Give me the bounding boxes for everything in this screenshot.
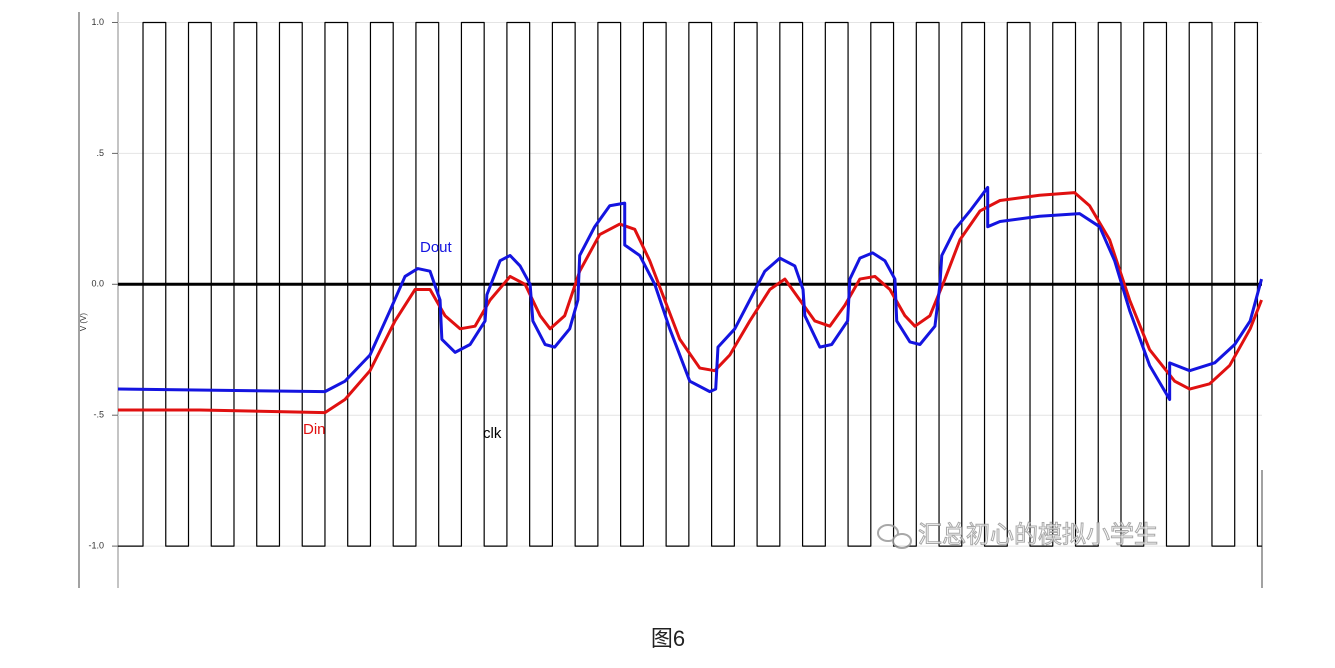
watermark-icon: [892, 533, 912, 549]
y-tick-label: -1.0: [88, 540, 104, 550]
watermark: 汇总初心的模拟小学生: [877, 521, 1159, 549]
series-line: [117, 185, 1263, 401]
series-label: Dout: [420, 239, 453, 256]
caption: 图6: [651, 626, 685, 651]
watermark-icon: [877, 524, 899, 542]
y-tick-label: 1.0: [91, 17, 104, 27]
y-axis-label: V (V): [79, 313, 88, 332]
watermark-text: 汇总初心的模拟小学生: [918, 521, 1158, 548]
series-line: [118, 21, 1262, 547]
y-tick-label: 0.0: [91, 279, 104, 289]
series-label: clk: [483, 425, 502, 442]
series-label: Din: [303, 421, 326, 438]
y-tick-label: -.5: [93, 410, 104, 420]
series-line: [118, 191, 1263, 415]
plot: [117, 21, 1263, 547]
y-tick-label: .5: [96, 148, 104, 158]
